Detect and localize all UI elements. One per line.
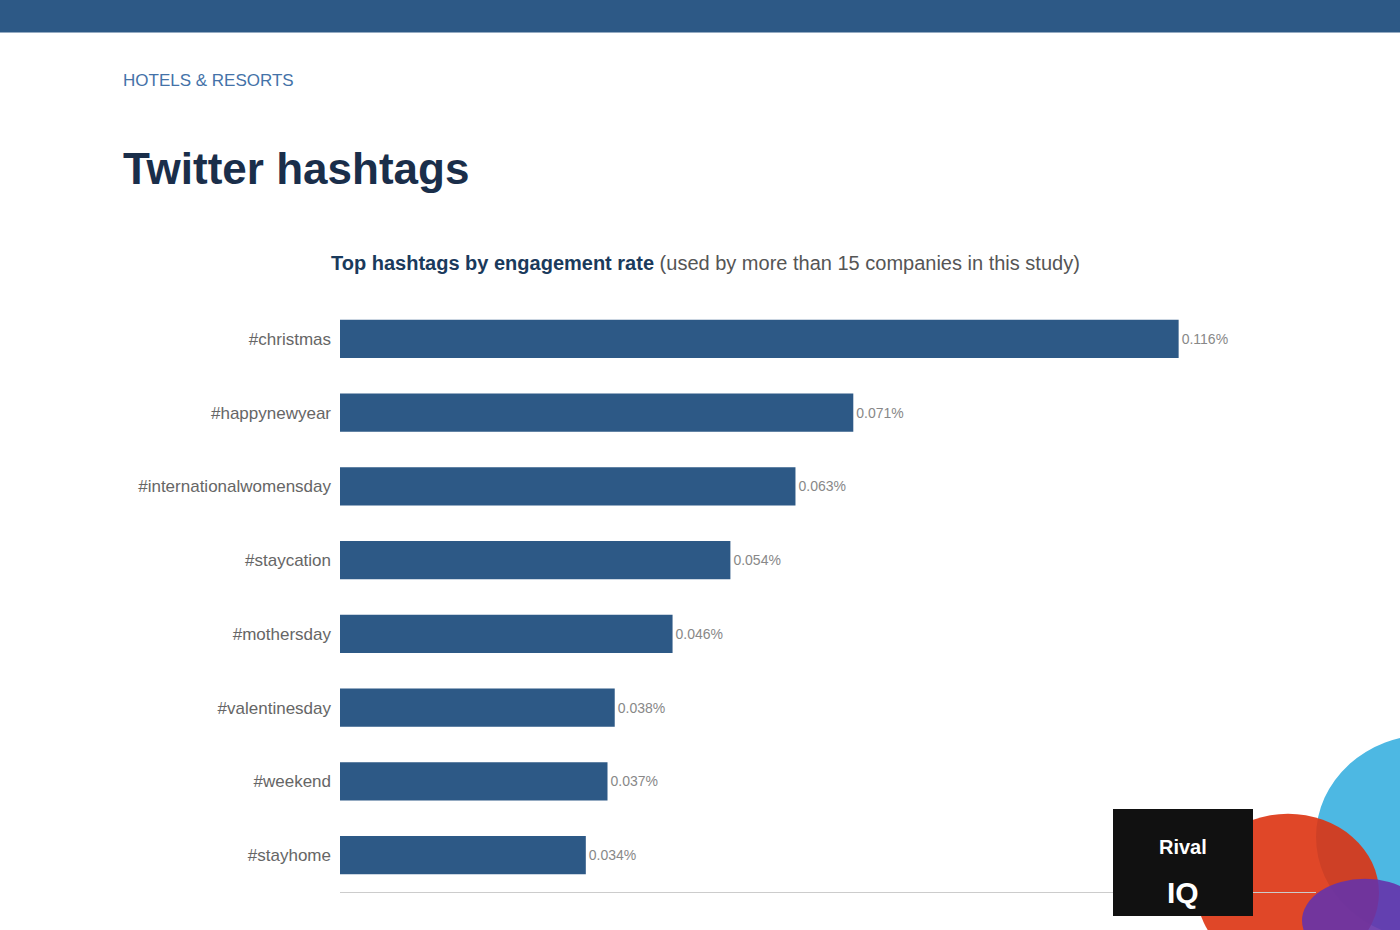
svg-text:#internationalwomensday: #internationalwomensday: [138, 477, 331, 496]
svg-text:0.038%: 0.038%: [618, 700, 665, 716]
svg-text:#happynewyear: #happynewyear: [211, 404, 331, 423]
svg-text:0.037%: 0.037%: [611, 773, 658, 789]
svg-text:#christmas: #christmas: [249, 330, 331, 349]
svg-text:#valentinesday: #valentinesday: [218, 699, 332, 718]
svg-text:0.116%: 0.116%: [1182, 331, 1228, 347]
svg-text:Rival: Rival: [1159, 836, 1207, 858]
svg-text:0.034%: 0.034%: [589, 847, 636, 863]
svg-text:Top hashtags by engagement rat: Top hashtags by engagement rate (used by…: [331, 252, 1080, 274]
svg-text:#stayhome: #stayhome: [248, 846, 331, 865]
svg-text:0.046%: 0.046%: [676, 626, 723, 642]
svg-text:IQ: IQ: [1167, 876, 1199, 909]
svg-text:Twitter hashtags: Twitter hashtags: [123, 144, 469, 193]
svg-text:#mothersday: #mothersday: [233, 625, 332, 644]
svg-text:#staycation: #staycation: [245, 551, 331, 570]
svg-text:HOTELS & RESORTS: HOTELS & RESORTS: [123, 71, 294, 90]
svg-text:#weekend: #weekend: [253, 772, 331, 791]
svg-text:0.071%: 0.071%: [856, 405, 903, 421]
svg-text:0.054%: 0.054%: [733, 552, 780, 568]
svg-text:0.063%: 0.063%: [798, 478, 845, 494]
